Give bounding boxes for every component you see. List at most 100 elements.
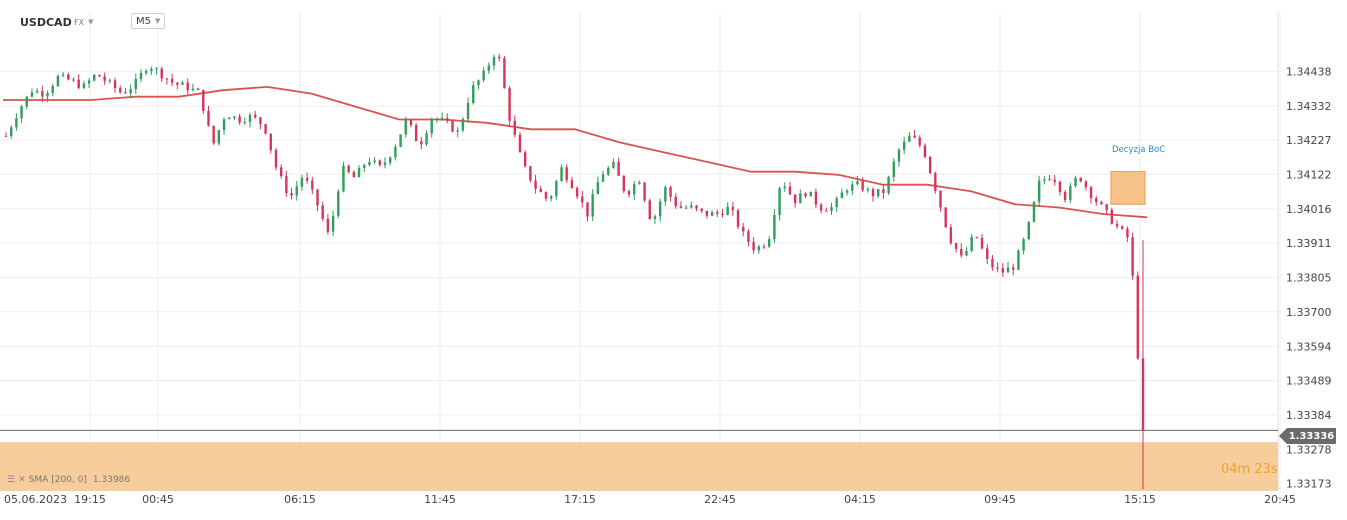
candle bbox=[845, 188, 849, 196]
candle-body bbox=[508, 88, 511, 121]
indicator-legend[interactable]: ☰ ✕ SMA [200, 0] 1.33986 bbox=[7, 475, 130, 485]
close-icon[interactable]: ✕ bbox=[18, 475, 26, 485]
candle bbox=[207, 105, 210, 127]
candle-body bbox=[513, 120, 516, 135]
candle-body bbox=[695, 205, 698, 209]
candle-body bbox=[498, 56, 501, 59]
candle-body bbox=[144, 70, 148, 73]
candle bbox=[279, 164, 283, 179]
candle bbox=[435, 117, 439, 123]
candle bbox=[721, 209, 724, 218]
candle-body bbox=[487, 65, 491, 71]
candle bbox=[513, 115, 516, 138]
candle-body bbox=[664, 187, 667, 202]
candle bbox=[196, 87, 200, 91]
candle-body bbox=[866, 189, 870, 191]
candle bbox=[731, 202, 735, 216]
candle-body bbox=[1001, 268, 1005, 273]
sma-line bbox=[3, 85, 1148, 219]
candle bbox=[1069, 182, 1072, 204]
candle-body bbox=[30, 92, 34, 97]
candle-body bbox=[986, 248, 989, 259]
candle bbox=[747, 228, 750, 247]
candle bbox=[861, 177, 864, 193]
candle bbox=[1032, 201, 1036, 223]
candle bbox=[581, 190, 584, 208]
candle-body bbox=[674, 196, 677, 207]
grid-lines bbox=[0, 12, 1281, 491]
candle bbox=[290, 187, 293, 200]
candle bbox=[617, 157, 620, 176]
candle bbox=[518, 132, 522, 153]
x-axis-tick-label: 09:45 bbox=[984, 493, 1016, 506]
candle bbox=[783, 182, 786, 192]
candle-body bbox=[534, 180, 537, 189]
candle-body bbox=[658, 201, 662, 217]
candle bbox=[337, 189, 340, 219]
candle bbox=[144, 69, 148, 76]
candle-body bbox=[56, 75, 60, 86]
y-axis-tick-label: 1.34438 bbox=[1286, 65, 1332, 78]
candle bbox=[804, 192, 807, 199]
candle-body bbox=[565, 167, 568, 181]
candle-body bbox=[529, 166, 532, 181]
candle bbox=[165, 77, 169, 85]
candle bbox=[363, 163, 366, 172]
candle-body bbox=[170, 78, 174, 83]
sma-200-line bbox=[3, 85, 1148, 219]
menu-icon[interactable]: ☰ bbox=[7, 475, 16, 485]
candle bbox=[212, 125, 215, 145]
candle bbox=[461, 117, 465, 133]
candle-body bbox=[342, 165, 345, 192]
candle-body bbox=[633, 184, 636, 195]
candle-body bbox=[731, 206, 735, 211]
candle bbox=[347, 164, 350, 174]
candle bbox=[939, 190, 942, 212]
candle bbox=[456, 126, 459, 138]
candle bbox=[35, 88, 39, 94]
y-axis-tick-label: 1.33489 bbox=[1286, 375, 1332, 388]
candle-body bbox=[113, 80, 117, 89]
candle-body bbox=[98, 74, 101, 77]
candle-body bbox=[586, 202, 589, 217]
candle-body bbox=[913, 135, 916, 138]
candle-body bbox=[819, 204, 823, 211]
candle-body bbox=[877, 189, 880, 197]
candle bbox=[46, 90, 49, 103]
candle bbox=[840, 188, 844, 199]
candle bbox=[757, 244, 761, 255]
candle-body bbox=[1043, 179, 1046, 181]
y-axis-tick-label: 1.33911 bbox=[1286, 237, 1332, 250]
candle-body bbox=[461, 119, 465, 131]
candle-body bbox=[851, 184, 854, 191]
candle-body bbox=[9, 127, 13, 136]
candle-body bbox=[871, 189, 875, 197]
candle-body bbox=[705, 210, 709, 216]
indicator-params: [200, 0] bbox=[51, 475, 87, 485]
candle bbox=[534, 174, 537, 194]
candle bbox=[170, 73, 174, 87]
candle bbox=[965, 247, 968, 257]
candle-body bbox=[949, 227, 953, 244]
candle-body bbox=[1032, 201, 1036, 222]
candle bbox=[902, 136, 906, 155]
candle-body bbox=[581, 196, 584, 203]
candle-body bbox=[1058, 181, 1062, 192]
candle bbox=[1079, 177, 1082, 183]
candle bbox=[819, 203, 823, 214]
candle-body bbox=[549, 196, 553, 199]
candle-body bbox=[908, 135, 911, 142]
candle-body bbox=[944, 207, 947, 228]
market-selector[interactable]: FX ▼ bbox=[74, 13, 93, 31]
candle-body bbox=[669, 187, 672, 197]
candle-body bbox=[809, 191, 812, 197]
candle-body bbox=[93, 74, 96, 81]
candle bbox=[809, 191, 812, 197]
candle bbox=[762, 243, 766, 249]
timeframe-selector[interactable]: M5 ▼ bbox=[131, 13, 166, 29]
symbol-label[interactable]: USDCAD bbox=[20, 15, 72, 29]
candle-body bbox=[373, 160, 376, 163]
candle bbox=[653, 214, 657, 224]
